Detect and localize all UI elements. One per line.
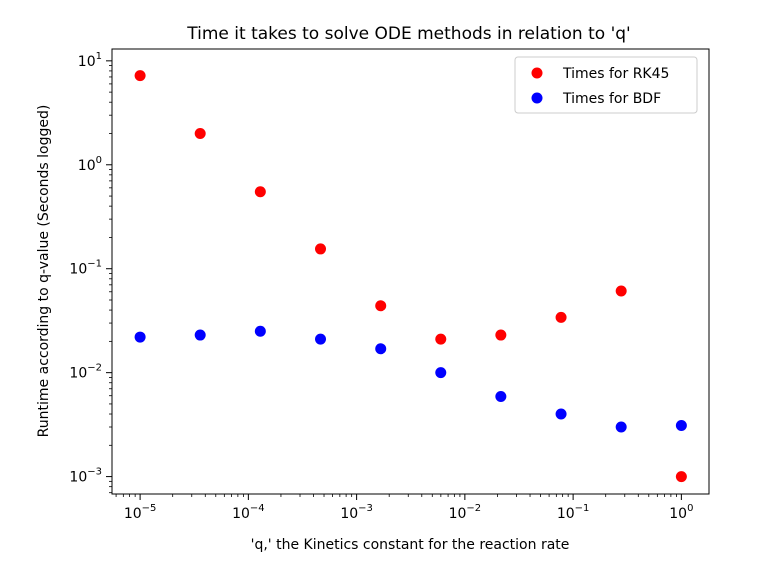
x-tick-label: 10−5 (124, 503, 157, 522)
y-tick-label: 100 (78, 155, 102, 174)
legend-marker-times-for-bdf (531, 92, 543, 104)
chart-title: Time it takes to solve ODE methods in re… (186, 24, 630, 44)
point-times-for-bdf (315, 333, 327, 345)
x-tick-label: 10−3 (340, 503, 373, 522)
legend-label-times-for-bdf: Times for BDF (562, 91, 661, 107)
point-times-for-bdf (675, 420, 687, 432)
point-times-for-rk45 (134, 70, 146, 82)
point-times-for-bdf (555, 408, 567, 420)
point-times-for-rk45 (315, 243, 327, 255)
point-times-for-bdf (134, 331, 146, 343)
point-times-for-rk45 (615, 285, 627, 297)
legend-marker-times-for-rk45 (531, 67, 543, 79)
y-tick-label: 10−1 (69, 259, 102, 278)
point-times-for-rk45 (495, 329, 507, 341)
legend: Times for RK45 Times for BDF (514, 56, 698, 114)
x-tick-label: 10−1 (557, 503, 590, 522)
point-times-for-rk45 (194, 127, 206, 139)
point-times-for-bdf (375, 343, 387, 355)
point-times-for-bdf (495, 390, 507, 402)
y-tick-label: 10−2 (69, 363, 102, 382)
y-tick-label: 10−3 (69, 467, 102, 486)
point-times-for-rk45 (375, 300, 387, 312)
point-times-for-rk45 (435, 333, 447, 345)
plot-area (111, 48, 710, 495)
y-tick-label: 101 (78, 51, 102, 70)
x-axis-label: 'q,' the Kinetics constant for the react… (251, 537, 570, 553)
x-tick-label: 100 (669, 503, 693, 522)
legend-label-times-for-rk45: Times for RK45 (562, 66, 669, 82)
y-axis-label: Runtime according to q-value (Seconds lo… (36, 105, 52, 438)
point-times-for-bdf (194, 329, 206, 341)
point-times-for-rk45 (675, 471, 687, 483)
x-tick-label: 10−4 (232, 503, 265, 522)
x-tick-label: 10−2 (449, 503, 482, 522)
point-times-for-rk45 (254, 186, 266, 198)
point-times-for-rk45 (555, 311, 567, 323)
point-times-for-bdf (435, 367, 447, 379)
legend-box (514, 56, 698, 114)
point-times-for-bdf (615, 421, 627, 433)
point-times-for-bdf (254, 325, 266, 337)
